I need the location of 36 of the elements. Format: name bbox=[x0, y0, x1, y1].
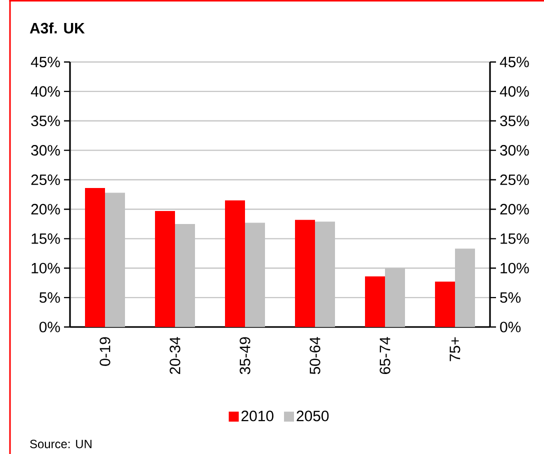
y2-tick-label: 25% bbox=[500, 174, 529, 186]
y2-tick-label: 20% bbox=[500, 204, 529, 215]
bar bbox=[155, 210, 175, 327]
y2-tick-label: 35% bbox=[500, 116, 529, 126]
y-tick-label: 20% bbox=[31, 204, 60, 215]
y-tick-label: 35% bbox=[31, 116, 60, 126]
y-tick-label: 40% bbox=[30, 86, 60, 97]
y-tick-label: 25% bbox=[31, 174, 60, 186]
y2-tick-label: 40% bbox=[500, 86, 529, 97]
y2-tick-label: 30% bbox=[500, 145, 529, 156]
x-tick-label: 50-64 bbox=[310, 336, 320, 374]
bar bbox=[295, 220, 315, 327]
y2-tick-label: 45% bbox=[500, 56, 529, 68]
y-tick-label: 0% bbox=[39, 322, 60, 332]
bar bbox=[365, 276, 386, 327]
x-tick-label: 75+ bbox=[450, 337, 460, 362]
source-note: Source: UN bbox=[30, 440, 92, 448]
legend-label: 2050 bbox=[296, 410, 329, 422]
y-tick-label: 45% bbox=[30, 56, 60, 68]
bar bbox=[435, 282, 456, 327]
y-tick-label: 10% bbox=[32, 262, 60, 274]
y-tick-label: 30% bbox=[31, 145, 60, 156]
y2-tick-label: 5% bbox=[500, 292, 521, 303]
y2-tick-label: 10% bbox=[500, 262, 529, 274]
y-tick-label: 15% bbox=[32, 233, 60, 244]
y2-tick-label: 15% bbox=[500, 233, 529, 244]
legend-label: 2010 bbox=[242, 410, 274, 422]
x-tick-label: 35-49 bbox=[240, 337, 250, 374]
x-tick-label: 0-19 bbox=[100, 337, 110, 366]
chart-title: A3f. UK bbox=[30, 22, 85, 34]
bar bbox=[225, 200, 245, 327]
y-tick-label: 5% bbox=[39, 292, 60, 303]
bar bbox=[85, 188, 105, 327]
x-tick-label: 20-34 bbox=[170, 336, 180, 374]
y2-tick-label: 0% bbox=[500, 322, 521, 332]
x-tick-label: 65-74 bbox=[380, 336, 390, 374]
